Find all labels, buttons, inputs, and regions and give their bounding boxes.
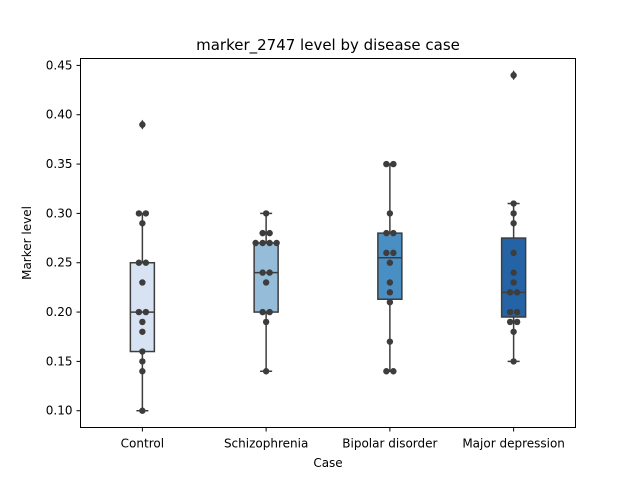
chart-title: marker_2747 level by disease case [196, 36, 460, 55]
data-point [506, 308, 514, 316]
data-point [135, 308, 143, 316]
data-point [139, 358, 146, 365]
x-axis-label: Case [313, 456, 342, 470]
data-point [135, 210, 143, 217]
swarm-group-1 [135, 121, 150, 414]
data-point [510, 279, 517, 286]
data-point [510, 328, 517, 335]
data-point [510, 249, 517, 257]
data-point [386, 298, 394, 306]
swarm-group-2 [252, 210, 280, 375]
data-point [510, 220, 517, 227]
x-tick-label: Schizophrenia [224, 437, 308, 451]
data-point [262, 318, 270, 326]
y-tick-label: 0.20 [46, 305, 73, 319]
data-point [262, 210, 270, 217]
axes: 0.10 0.15 0.20 0.25 0.30 0.35 0.40 0.45 Control S… [46, 58, 565, 450]
data-point [383, 368, 390, 375]
data-point [142, 259, 150, 266]
data-point [259, 229, 266, 237]
data-point [390, 368, 397, 375]
data-point [266, 229, 273, 237]
data-point [510, 72, 517, 79]
data-point [139, 348, 146, 355]
data-point [139, 407, 146, 414]
data-point [506, 289, 514, 296]
swarm-group-3 [383, 160, 397, 375]
data-point [506, 318, 514, 326]
y-tick-label: 0.10 [46, 404, 73, 418]
plot-frame [80, 58, 576, 428]
y-tick-label: 0.15 [46, 354, 73, 368]
data-point [386, 338, 394, 345]
plot-area [129, 70, 527, 414]
data-point [266, 308, 273, 316]
data-point [390, 249, 397, 257]
data-point [142, 308, 150, 316]
data-point [135, 259, 143, 266]
data-point [386, 210, 394, 217]
data-point [510, 358, 517, 365]
data-point [142, 210, 150, 217]
data-point [266, 239, 273, 247]
y-tick-label: 0.40 [46, 108, 73, 122]
data-point [386, 289, 394, 296]
y-tick-label: 0.30 [46, 206, 73, 220]
y-tick-label: 0.45 [46, 58, 73, 72]
data-point [390, 229, 397, 237]
data-point [139, 368, 146, 375]
box-group-1 [129, 119, 156, 412]
x-tick-label: Control [121, 437, 164, 451]
box-group-2 [253, 212, 279, 373]
box [377, 232, 403, 300]
data-point [383, 249, 390, 257]
data-point [259, 239, 266, 247]
data-point [262, 279, 270, 286]
data-point [510, 200, 517, 207]
data-point [259, 269, 266, 276]
data-point [513, 289, 521, 296]
data-point [273, 239, 280, 247]
data-point [383, 229, 390, 237]
box [129, 261, 156, 353]
data-point [139, 121, 146, 128]
y-tick-label: 0.25 [46, 256, 73, 270]
data-point [510, 269, 517, 276]
data-point [386, 259, 394, 266]
x-tick-label: Bipolar disorder [342, 437, 437, 451]
data-point [513, 308, 521, 316]
data-point [513, 318, 521, 326]
data-point [390, 160, 397, 168]
y-tick-label: 0.35 [46, 157, 73, 171]
data-point [386, 279, 394, 286]
data-point [139, 318, 146, 326]
data-point [510, 210, 517, 217]
data-point [139, 279, 146, 286]
box [253, 242, 279, 313]
data-point [383, 160, 390, 168]
data-point [262, 368, 270, 375]
data-point [139, 220, 146, 227]
y-axis-label: Marker level [20, 206, 34, 280]
data-point [259, 308, 266, 316]
data-point [139, 328, 146, 335]
data-point [252, 239, 259, 247]
x-tick-label: Major depression [462, 437, 565, 451]
data-point [266, 269, 273, 276]
swarm-group-4 [506, 72, 521, 365]
